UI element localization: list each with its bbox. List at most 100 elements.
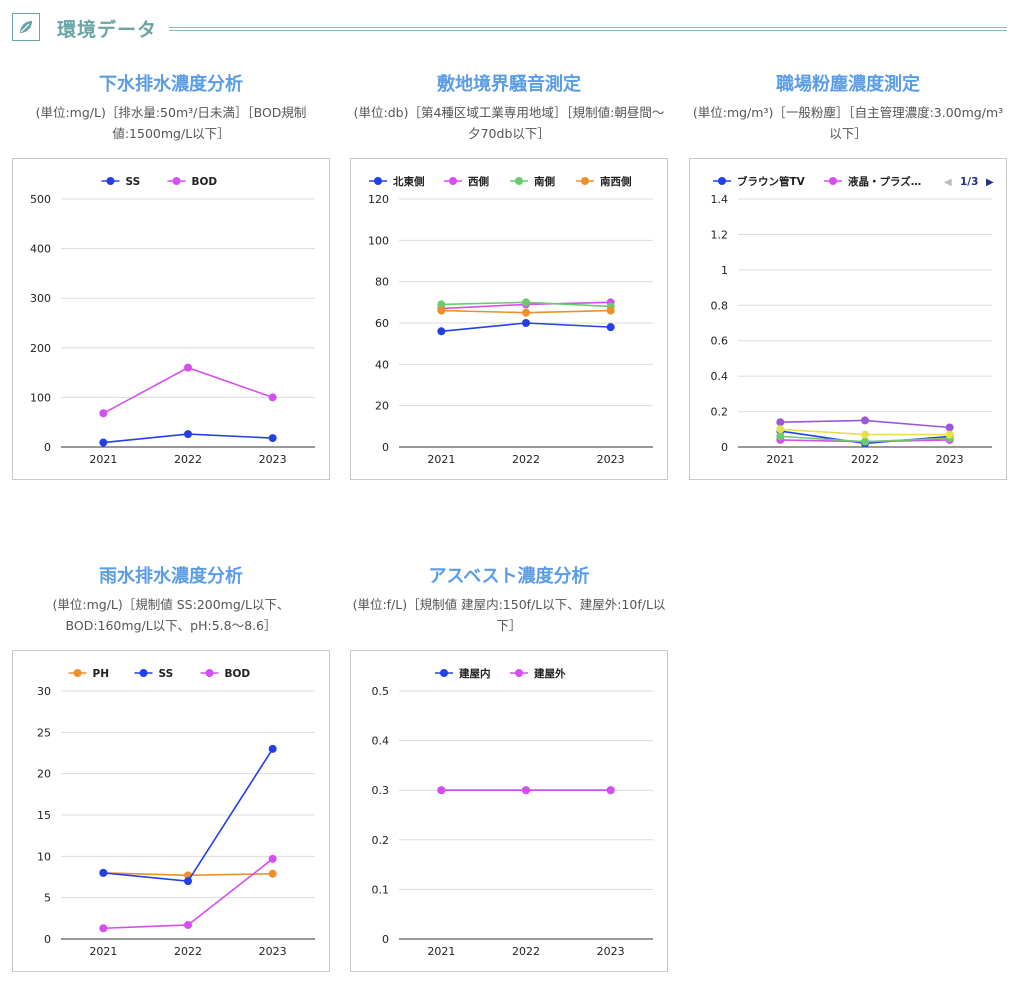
y-tick-label: 400 (30, 243, 51, 256)
legend-label: 建屋内 (458, 667, 491, 680)
y-tick-label: 1 (721, 264, 728, 277)
panel-subtitle: (単位:mg/m³)［一般粉塵］［自主管理濃度:3.00mg/m³以下］ (692, 105, 1004, 141)
legend-marker (515, 177, 523, 185)
legend-marker (374, 177, 382, 185)
data-point (945, 423, 954, 432)
data-point (99, 868, 108, 877)
panel-subtitle: (単位:mg/L)［規制値 SS:200mg/L以下、BOD:160mg/L以下… (52, 597, 290, 633)
y-tick-label: 0 (382, 933, 389, 946)
data-point (99, 438, 108, 447)
line-chart: 0 5 10 15 20 25 30 2021 2022 2023 PH SS BOD (37, 668, 315, 958)
data-point (776, 418, 785, 427)
data-point (268, 393, 277, 402)
legend-label: 南側 (534, 175, 555, 188)
legend-marker (449, 177, 457, 185)
legend-pager[interactable]: ◀ 1/3 ▶ (944, 176, 994, 188)
data-point (861, 437, 869, 446)
y-tick-label: 300 (30, 292, 51, 305)
data-point (268, 869, 277, 878)
legend-label: 北東側 (393, 175, 425, 188)
data-point (606, 786, 615, 795)
legend-marker (172, 177, 181, 185)
x-tick-label: 2022 (174, 945, 202, 958)
y-tick-label: 20 (375, 400, 389, 413)
data-point (184, 877, 192, 886)
legend-label: SS (159, 668, 174, 680)
pager-prev-icon[interactable]: ◀ (944, 177, 952, 188)
y-tick-label: 60 (375, 317, 389, 330)
y-tick-label: 15 (37, 809, 51, 822)
panel-title: 雨水排水濃度分析 (99, 566, 243, 587)
legend-marker (205, 669, 214, 677)
data-point (184, 430, 192, 439)
y-tick-label: 10 (37, 850, 51, 863)
x-tick-label: 2021 (89, 945, 117, 958)
legend-marker (139, 669, 148, 677)
line-chart: 0 20 40 60 80 100 120 2021 2022 2023 北東側 西側 南側 南西側 (368, 175, 653, 466)
chart-container: 0 0.2 0.4 0.6 0.8 1 1.2 1.4 2021 2022 2023 ブラウン管TV 液… (689, 158, 1007, 480)
y-tick-label: 0 (721, 441, 728, 454)
data-point (437, 327, 446, 336)
y-tick-label: 0.1 (372, 883, 390, 896)
panel-subtitle: (単位:mg/L)［排水量:50m³/日未満］［BOD規制値:1500mg/L以… (35, 105, 307, 141)
x-tick-label: 2023 (259, 453, 287, 466)
data-point (268, 434, 277, 443)
data-point (99, 924, 108, 933)
y-tick-label: 25 (37, 726, 51, 739)
data-point (184, 363, 192, 372)
data-point (437, 306, 446, 315)
series-line (102, 366, 273, 414)
y-tick-label: 5 (44, 892, 51, 905)
data-point (522, 298, 530, 307)
data-point (861, 416, 869, 425)
chart-container: 0 20 40 60 80 100 120 2021 2022 2023 北東側 西側 南側 南西側 (350, 158, 668, 480)
x-tick-label: 2022 (174, 453, 202, 466)
data-point (522, 786, 530, 795)
chart-container: 0 5 10 15 20 25 30 2021 2022 2023 PH SS BOD (12, 650, 330, 972)
leaf-icon (12, 13, 40, 41)
data-point (945, 430, 954, 439)
pager-next-icon[interactable]: ▶ (986, 177, 994, 188)
line-chart: 0 0.2 0.4 0.6 0.8 1 1.2 1.4 2021 2022 2023 ブラウン管TV 液… (711, 175, 995, 466)
panel-subtitle: (単位:f/L)［規制値 建屋内:150f/L以下、建屋外:10f/L以下］ (352, 597, 666, 633)
legend-marker (440, 669, 448, 677)
y-tick-label: 0.4 (372, 735, 390, 748)
data-point (437, 300, 446, 309)
legend-label: BOD (225, 668, 251, 680)
y-tick-label: 0 (382, 441, 389, 454)
y-tick-label: 0.4 (711, 370, 729, 383)
data-point (861, 430, 869, 439)
legend-label: SS (126, 176, 141, 188)
series-line (103, 858, 274, 930)
panel-title: 下水排水濃度分析 (99, 74, 243, 95)
y-tick-label: 0.5 (372, 685, 390, 698)
panel-title: 敷地境界騒音測定 (437, 74, 581, 95)
legend-marker (581, 177, 589, 185)
x-tick-label: 2023 (936, 453, 964, 466)
data-point (776, 425, 785, 434)
y-tick-label: 0.3 (372, 784, 390, 797)
legend-label: 建屋外 (533, 667, 566, 680)
y-tick-label: 100 (368, 234, 389, 247)
x-tick-label: 2023 (597, 453, 625, 466)
section-title: 環境データ (57, 19, 158, 41)
pager-page-label: 1/3 (960, 176, 978, 188)
x-tick-label: 2021 (427, 453, 455, 466)
section-header: 環境データ (12, 13, 1007, 45)
data-point (268, 744, 277, 753)
x-tick-label: 2022 (512, 945, 540, 958)
panel-subtitle: (単位:db)［第4種区域工業専用地域］［規制値:朝昼間〜夕70db以下］ (353, 105, 665, 141)
x-tick-label: 2021 (89, 453, 117, 466)
data-point (522, 308, 530, 317)
line-chart: 0 0.1 0.2 0.3 0.4 0.5 2021 2022 2023 建屋内 建屋外 (372, 667, 653, 958)
y-tick-label: 30 (37, 685, 51, 698)
y-tick-label: 1.2 (711, 228, 729, 241)
data-point (268, 854, 277, 863)
panel-title: アスベスト濃度分析 (428, 566, 590, 587)
legend-marker (829, 177, 837, 185)
data-point (606, 306, 615, 315)
y-tick-label: 80 (375, 276, 389, 289)
y-tick-label: 0 (44, 441, 51, 454)
y-tick-label: 200 (30, 342, 51, 355)
legend-marker (718, 177, 726, 185)
